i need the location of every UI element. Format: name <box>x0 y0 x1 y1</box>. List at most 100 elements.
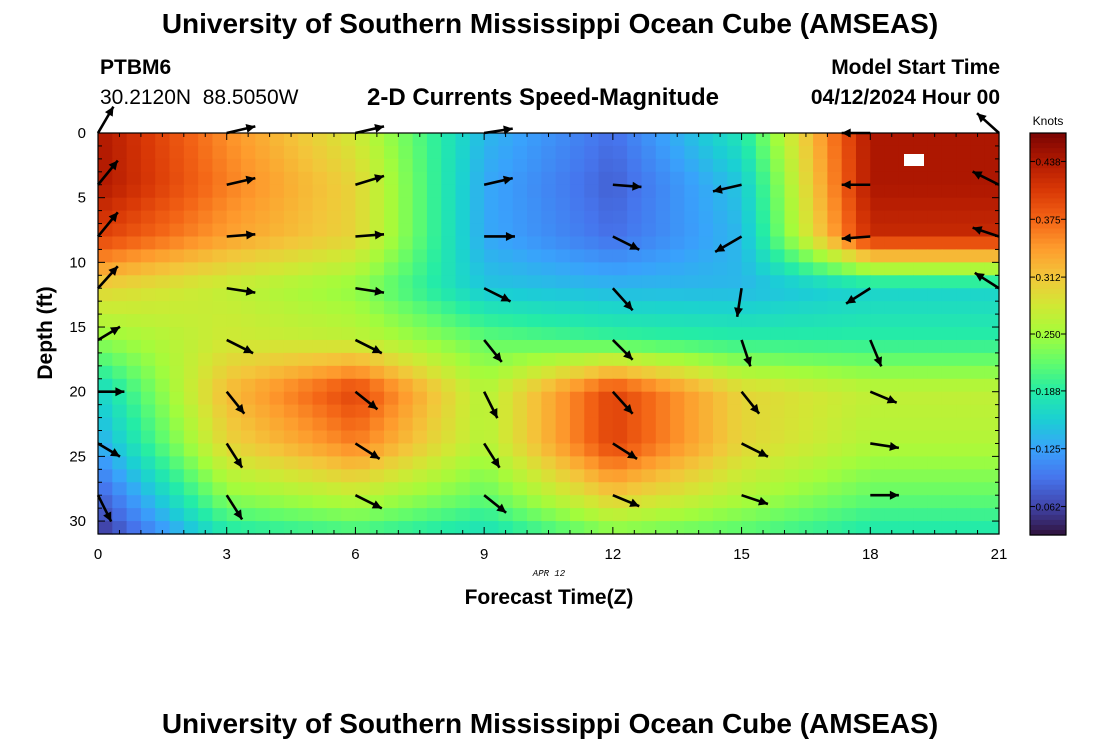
colorbar-segment <box>1030 354 1066 360</box>
heatmap-cell <box>698 521 714 535</box>
heatmap-cell <box>455 275 471 289</box>
heatmap-cell <box>426 391 442 406</box>
heatmap-cell <box>612 365 628 380</box>
heatmap-cell <box>727 145 743 160</box>
heatmap-cell <box>455 456 471 470</box>
heatmap-cell <box>670 223 685 238</box>
heatmap-cell <box>198 327 214 341</box>
heatmap-cell <box>684 158 700 173</box>
heatmap-cell <box>269 314 285 328</box>
heatmap-cell <box>870 262 886 276</box>
heatmap-cell <box>484 223 500 238</box>
heatmap-cell <box>813 158 828 173</box>
heatmap-cell <box>326 314 342 328</box>
heatmap-cell <box>341 275 357 289</box>
heatmap-cell <box>970 482 986 496</box>
heatmap-cell <box>269 391 285 406</box>
heatmap-cell <box>469 236 485 251</box>
heatmap-cell <box>326 495 342 509</box>
heatmap-cell <box>212 314 228 328</box>
heatmap-cell <box>241 262 256 276</box>
heatmap-cell <box>412 378 428 393</box>
heatmap-cell <box>98 262 113 276</box>
heatmap-cell <box>727 171 743 186</box>
heatmap-cell <box>469 210 485 225</box>
heatmap-cell <box>169 262 185 276</box>
heatmap-cell <box>412 327 428 341</box>
heatmap-cell <box>455 158 471 173</box>
heatmap-cell <box>369 417 385 432</box>
heatmap-cell <box>441 365 457 380</box>
heatmap-cell <box>741 378 757 393</box>
heatmap-cell <box>941 365 957 380</box>
heatmap-cell <box>927 352 943 367</box>
heatmap-cell <box>741 145 757 160</box>
heatmap-cell <box>598 456 614 470</box>
heatmap-cell <box>641 404 657 419</box>
heatmap-cell <box>984 158 1000 173</box>
heatmap-cell <box>870 236 886 251</box>
heatmap-cell <box>541 236 557 251</box>
heatmap-cell <box>655 391 671 406</box>
heatmap-cell <box>255 158 271 173</box>
heatmap-cell <box>198 145 214 160</box>
heatmap-cell <box>870 430 886 445</box>
heatmap-cell <box>355 456 371 470</box>
heatmap-cell <box>855 158 871 173</box>
heatmap-cell <box>813 404 828 419</box>
heatmap-cell <box>312 417 328 432</box>
heatmap-cell <box>469 314 485 328</box>
heatmap-cell <box>498 482 514 496</box>
heatmap-cell <box>956 378 971 393</box>
heatmap-cell <box>555 197 571 212</box>
heatmap-cell <box>727 365 743 380</box>
heatmap-cell <box>455 249 471 263</box>
heatmap-cell <box>269 417 285 432</box>
heatmap-cell <box>641 339 657 354</box>
heatmap-cell <box>183 365 199 380</box>
heatmap-cell <box>169 327 185 341</box>
heatmap-cell <box>255 133 271 147</box>
heatmap-cell <box>898 391 914 406</box>
heatmap-cell <box>384 262 399 276</box>
heatmap-cell <box>784 210 800 225</box>
heatmap-cell <box>326 133 342 147</box>
heatmap-cell <box>241 236 256 251</box>
heatmap-cell <box>927 249 943 263</box>
heatmap-cell <box>183 210 199 225</box>
heatmap-cell <box>198 469 214 483</box>
heatmap-cell <box>813 521 828 535</box>
heatmap-cell <box>798 301 814 315</box>
heatmap-cell <box>384 508 399 522</box>
heatmap-cell <box>183 352 199 367</box>
heatmap-cell <box>784 430 800 445</box>
heatmap-cell <box>384 417 399 432</box>
colorbar-segment <box>1030 283 1066 290</box>
heatmap-cell <box>398 249 414 263</box>
current-vector <box>740 390 761 415</box>
heatmap-cell <box>155 236 171 251</box>
heatmap-cell <box>927 210 943 225</box>
heatmap-cell <box>369 197 385 212</box>
heatmap-cell <box>698 430 714 445</box>
current-vector <box>841 233 871 243</box>
colorbar-segment <box>1030 464 1066 471</box>
heatmap-cell <box>269 365 285 380</box>
heatmap-cell <box>384 482 399 496</box>
heatmap-cell <box>798 275 814 289</box>
colorbar-segment <box>1030 323 1066 330</box>
x-axis-label: Forecast Time(Z) <box>465 586 634 609</box>
heatmap-cell <box>770 171 786 186</box>
heatmap-cell <box>512 339 528 354</box>
heatmap-cell <box>498 275 514 289</box>
heatmap-cell <box>326 456 342 470</box>
heatmap-cell <box>655 508 671 522</box>
heatmap-cell <box>312 288 328 302</box>
heatmap-cell <box>970 378 986 393</box>
heatmap-cell <box>369 508 385 522</box>
heatmap-cell <box>541 469 557 483</box>
heatmap-cell <box>798 184 814 199</box>
heatmap-cell <box>712 482 728 496</box>
heatmap-cell <box>412 301 428 315</box>
heatmap-cell <box>698 469 714 483</box>
